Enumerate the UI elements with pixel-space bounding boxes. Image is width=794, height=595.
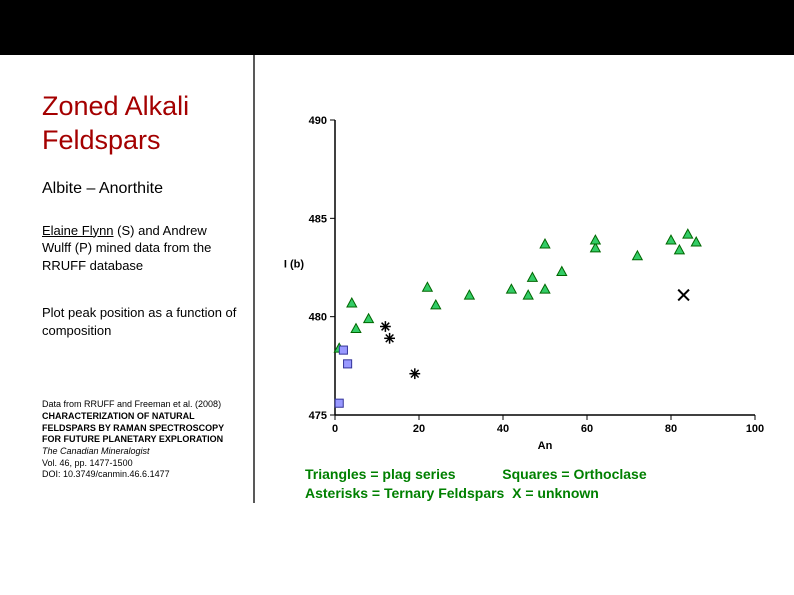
svg-text:40: 40 bbox=[497, 423, 509, 435]
subtitle: Albite – Anorthite bbox=[42, 180, 238, 198]
svg-text:I (b): I (b) bbox=[284, 259, 304, 271]
legend-block: Triangles = plag series Squares = Orthoc… bbox=[265, 465, 784, 503]
svg-text:480: 480 bbox=[309, 312, 327, 324]
citation-block: Data from RRUFF and Freeman et al. (2008… bbox=[42, 399, 238, 481]
svg-text:100: 100 bbox=[746, 423, 764, 435]
svg-text:0: 0 bbox=[332, 423, 338, 435]
top-bar bbox=[0, 0, 794, 55]
right-column: 475 480 485 490 0 20 40 60 80 100 An I (b) Triangle… bbox=[255, 55, 794, 503]
citation-vol: Vol. 46, pp. 1477-1500 bbox=[42, 458, 133, 468]
svg-text:20: 20 bbox=[413, 423, 425, 435]
left-column: Zoned Alkali Feldspars Albite – Anorthit… bbox=[0, 55, 255, 503]
plot-description: Plot peak position as a function of comp… bbox=[42, 304, 238, 339]
author-underline: Elaine Flynn bbox=[42, 223, 114, 238]
legend-squares: Squares = Orthoclase bbox=[502, 466, 646, 482]
legend-asterisks: Asterisks = Ternary Feldspars bbox=[305, 485, 504, 501]
svg-text:An: An bbox=[538, 440, 553, 452]
svg-text:490: 490 bbox=[309, 115, 327, 127]
legend-x: X = unknown bbox=[512, 485, 599, 501]
svg-text:60: 60 bbox=[581, 423, 593, 435]
legend-triangles: Triangles = plag series bbox=[305, 466, 456, 482]
citation-bold: CHARACTERIZATION OF NATURAL FELDSPARS BY… bbox=[42, 411, 224, 444]
credit-block: Elaine Flynn (S) and Andrew Wulff (P) mi… bbox=[42, 222, 238, 275]
scatter-chart: 475 480 485 490 0 20 40 60 80 100 An I (b) bbox=[280, 95, 770, 455]
svg-text:485: 485 bbox=[309, 213, 327, 225]
svg-text:80: 80 bbox=[665, 423, 677, 435]
svg-text:475: 475 bbox=[309, 410, 327, 422]
citation-source: Data from RRUFF and Freeman et al. (2008… bbox=[42, 399, 221, 409]
chart-svg: 475 480 485 490 0 20 40 60 80 100 An I (b) bbox=[280, 95, 770, 455]
citation-journal: The Canadian Mineralogist bbox=[42, 446, 150, 456]
citation-doi: DOI: 10.3749/canmin.46.6.1477 bbox=[42, 469, 170, 479]
page-title: Zoned Alkali Feldspars bbox=[42, 90, 238, 158]
